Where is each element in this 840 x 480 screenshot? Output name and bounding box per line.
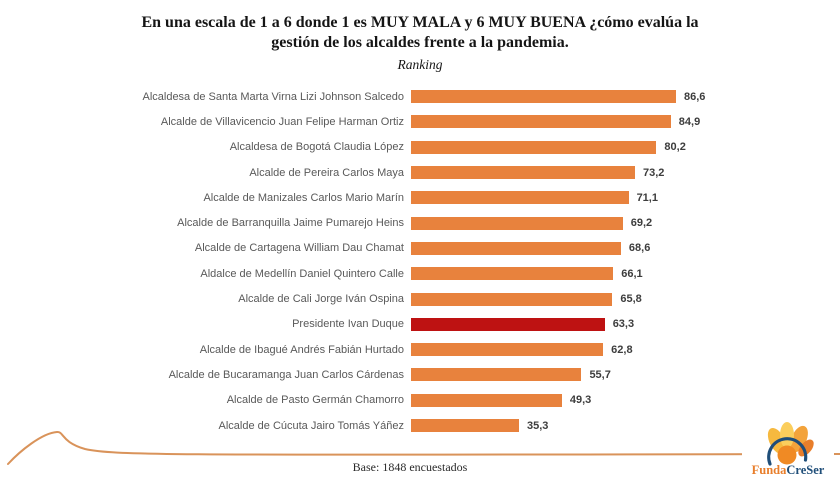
bar [411,90,676,104]
bar [411,241,621,255]
bar-category-label: Alcalde de Cali Jorge Iván Ospina [238,293,404,306]
bar-row: Presidente Ivan Duque 63,3 [0,312,840,337]
bar-row: Alcalde de Barranquilla Jaime Pumarejo H… [0,210,840,235]
bar [411,292,613,306]
bar-value-label: 69,2 [630,217,653,230]
chart-title: En una escala de 1 a 6 donde 1 es MUY MA… [141,14,699,52]
bar-value-label: 55,7 [589,368,611,381]
bar-row: Alcalde de Pasto Germán Chamorro 49,3 [0,388,840,413]
logo-text-creser: CreSer [786,462,825,477]
bar-category-label: Alcalde de Villavicencio Juan Felipe Har… [160,115,404,128]
bar-category-label: Alcalde de Cartagena William Dau Chamat [194,242,404,255]
bar-value-label: 80,2 [664,141,686,154]
bar-chart: Alcaldesa de Santa Marta Virna Lizi John… [0,84,840,438]
bar-row: Alcaldesa de Bogotá Claudia López 80,2 [0,135,840,160]
bar-category-label: Alcalde de Pereira Carlos Maya [249,166,404,179]
fundacreser-logo: FundaCreSer [742,421,834,477]
bar-row: Alcalde de Cúcuta Jairo Tomás Yáñez 35,3 [0,413,840,438]
chart-subtitle: Ranking [397,57,443,72]
bar-value-label: 65,8 [620,293,642,306]
bar-value-label: 35,3 [527,419,549,432]
bar-value-label: 84,9 [678,115,701,128]
bar-value-label: 71,1 [636,191,658,204]
bar-value-label: 86,6 [683,90,706,103]
bar-category-label: Alcalde de Barranquilla Jaime Pumarejo H… [177,217,404,230]
bar [411,267,614,281]
bar-value-label: 68,6 [628,242,651,255]
bar-value-label: 49,3 [569,394,592,407]
bar-category-label: Aldalce de Medellín Daniel Quintero Call… [200,267,404,280]
bar-category-label: Presidente Ivan Duque [292,318,404,331]
bar-row: Alcalde de Villavicencio Juan Felipe Har… [0,109,840,134]
bar-highlighted [411,317,605,331]
bar-value-label: 66,1 [621,267,643,280]
bar-category-label: Alcalde de Manizales Carlos Mario Marín [203,191,404,204]
bar [411,393,562,407]
bar [411,191,629,205]
bar-category-label: Alcaldesa de Santa Marta Virna Lizi John… [142,90,404,103]
bar-category-label: Alcalde de Bucaramanga Juan Carlos Cárde… [168,368,404,381]
bar-row: Alcalde de Cartagena William Dau Chamat 6… [0,236,840,261]
bar-row: Alcalde de Cali Jorge Iván Ospina 65,8 [0,286,840,311]
bar-row: Alcalde de Pereira Carlos Maya 73,2 [0,160,840,185]
bar [411,115,671,129]
bar-category-label: Alcalde de Ibagué Andrés Fabián Hurtado [199,343,404,356]
bar-value-label: 73,2 [642,166,665,179]
bar [411,166,635,180]
bar-value-label: 63,3 [612,318,635,331]
fundacreser-logo-text: FundaCreSer [751,462,825,477]
bar-row: Aldalce de Medellín Daniel Quintero Call… [0,261,840,286]
bar [411,140,657,154]
bar-category-label: Alcalde de Pasto Germán Chamorro [226,394,404,407]
fundacreser-logo-icon [767,421,814,466]
bar [411,216,623,230]
bar-row: Alcalde de Ibagué Andrés Fabián Hurtado 6… [0,337,840,362]
bar [411,419,520,432]
bar-row: Alcalde de Bucaramanga Juan Carlos Cárde… [0,362,840,387]
bar-category-label: Alcalde de Cúcuta Jairo Tomás Yáñez [218,419,404,432]
bar-rows: Alcaldesa de Santa Marta Virna Lizi John… [0,84,840,438]
decorative-swoosh-line [7,431,840,465]
bar-category-label: Alcaldesa de Bogotá Claudia López [229,141,404,154]
base-note: Base: 1848 encuestados [352,460,468,474]
bar [411,343,604,357]
logo-text-funda: Funda [751,462,787,477]
bar-row: Alcaldesa de Santa Marta Virna Lizi John… [0,84,840,109]
bar-row: Alcalde de Manizales Carlos Mario Marín 7… [0,185,840,210]
bar-value-label: 62,8 [611,343,633,356]
bar [411,368,582,382]
